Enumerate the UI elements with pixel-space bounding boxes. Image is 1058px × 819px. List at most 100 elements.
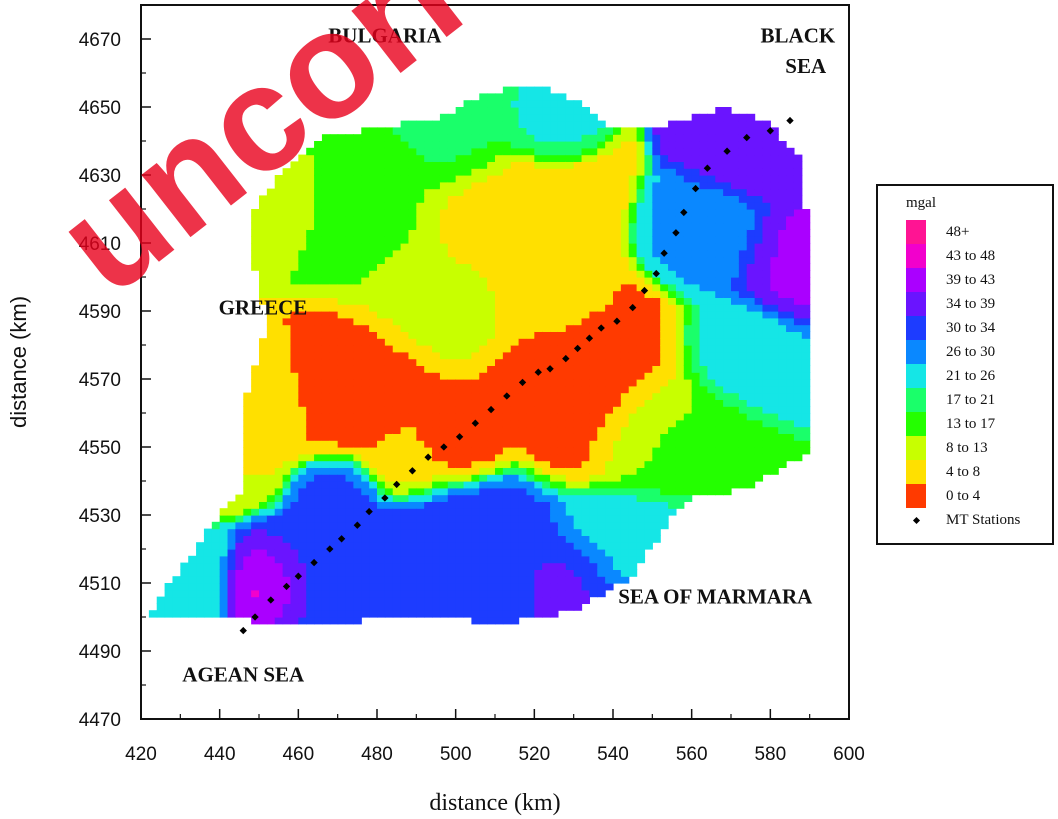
heat-cell <box>565 331 575 339</box>
heat-cell <box>314 528 323 536</box>
heat-cell <box>416 453 425 462</box>
heat-cell <box>479 562 488 570</box>
heat-cell <box>353 311 362 319</box>
heat-cell <box>471 134 480 142</box>
heat-cell <box>337 589 347 598</box>
heat-cell <box>369 467 378 475</box>
heat-cell <box>668 392 677 400</box>
heat-cell <box>675 243 685 251</box>
heat-cell <box>447 236 457 244</box>
heat-cell <box>266 419 276 428</box>
heat-cell <box>557 549 567 557</box>
heat-cell <box>479 447 488 455</box>
heat-cell <box>471 385 480 394</box>
heat-cell <box>314 603 323 611</box>
heat-cell <box>306 501 315 509</box>
heat-cell <box>282 419 292 428</box>
heat-cell <box>636 345 646 353</box>
heat-cell <box>259 392 268 400</box>
heat-cell <box>424 222 433 230</box>
heat-cell <box>675 413 685 421</box>
heat-cell <box>793 270 803 278</box>
heat-cell <box>786 147 795 156</box>
heat-cell <box>597 188 606 196</box>
heat-cell <box>652 161 661 169</box>
heat-cell <box>581 147 590 156</box>
heat-cell <box>377 426 386 434</box>
heat-cell <box>321 168 331 176</box>
heat-cell <box>636 542 646 550</box>
heat-cell <box>345 249 354 258</box>
heat-cell <box>518 447 528 455</box>
heat-cell <box>660 481 669 489</box>
heat-cell <box>581 215 590 224</box>
heat-cell <box>550 107 559 115</box>
heat-cell <box>597 256 606 264</box>
heat-cell <box>164 603 174 611</box>
heat-cell <box>416 501 425 509</box>
heat-cell <box>746 161 756 169</box>
heat-cell <box>306 147 315 156</box>
heat-cell <box>377 338 386 346</box>
heat-cell <box>644 426 653 434</box>
heat-cell <box>290 501 299 509</box>
heat-cell <box>620 372 630 380</box>
heat-cell <box>793 202 803 210</box>
heat-cell <box>746 147 756 156</box>
heat-cell <box>298 413 307 421</box>
heat-cell <box>345 331 354 339</box>
heat-cell <box>479 181 488 190</box>
heat-cell <box>707 120 716 128</box>
heat-cell <box>416 263 425 271</box>
heat-cell <box>377 270 386 278</box>
heat-cell <box>447 120 457 128</box>
heat-cell <box>675 202 685 210</box>
heat-cell <box>416 379 425 387</box>
heat-cell <box>259 521 268 530</box>
heat-cell <box>321 406 331 414</box>
heat-cell <box>463 181 472 190</box>
heat-cell <box>510 304 520 312</box>
heat-cell <box>738 379 748 387</box>
heat-cell <box>675 161 685 169</box>
heat-cell <box>778 209 787 217</box>
heat-cell <box>510 222 520 230</box>
heat-cell <box>321 297 331 305</box>
heat-cell <box>746 195 756 203</box>
heat-cell <box>754 385 764 394</box>
heat-cell <box>746 481 756 489</box>
heat-cell <box>731 426 740 434</box>
heat-cell <box>786 181 795 190</box>
heat-cell <box>762 181 771 190</box>
heat-cell <box>581 494 590 502</box>
heat-cell <box>589 243 598 251</box>
mt-station-marker <box>239 626 247 635</box>
heat-cell <box>620 290 630 298</box>
heat-cell <box>266 603 276 611</box>
heat-cell <box>306 474 315 482</box>
heat-cell <box>377 304 386 312</box>
heat-cell <box>613 358 622 366</box>
heat-cell <box>495 277 504 285</box>
heat-cell <box>518 263 528 271</box>
heat-cell <box>321 385 331 394</box>
heat-cell <box>644 161 653 169</box>
heat-cell <box>613 521 622 530</box>
heat-cell <box>581 270 590 278</box>
heat-cell <box>620 331 630 339</box>
heat-cell <box>384 175 394 183</box>
heat-cell <box>243 487 252 496</box>
heat-cell <box>408 583 417 591</box>
heat-cell <box>266 358 276 366</box>
heat-cell <box>526 113 535 122</box>
heat-cell <box>691 331 701 339</box>
heat-cell <box>479 617 488 625</box>
heat-cell <box>668 467 677 475</box>
heat-cell <box>644 181 653 190</box>
heat-cell <box>463 542 472 550</box>
heat-cell <box>203 528 213 536</box>
heat-cell <box>565 433 575 441</box>
heat-cell <box>691 168 701 176</box>
heat-cell <box>660 270 669 278</box>
heat-cell <box>266 317 276 326</box>
